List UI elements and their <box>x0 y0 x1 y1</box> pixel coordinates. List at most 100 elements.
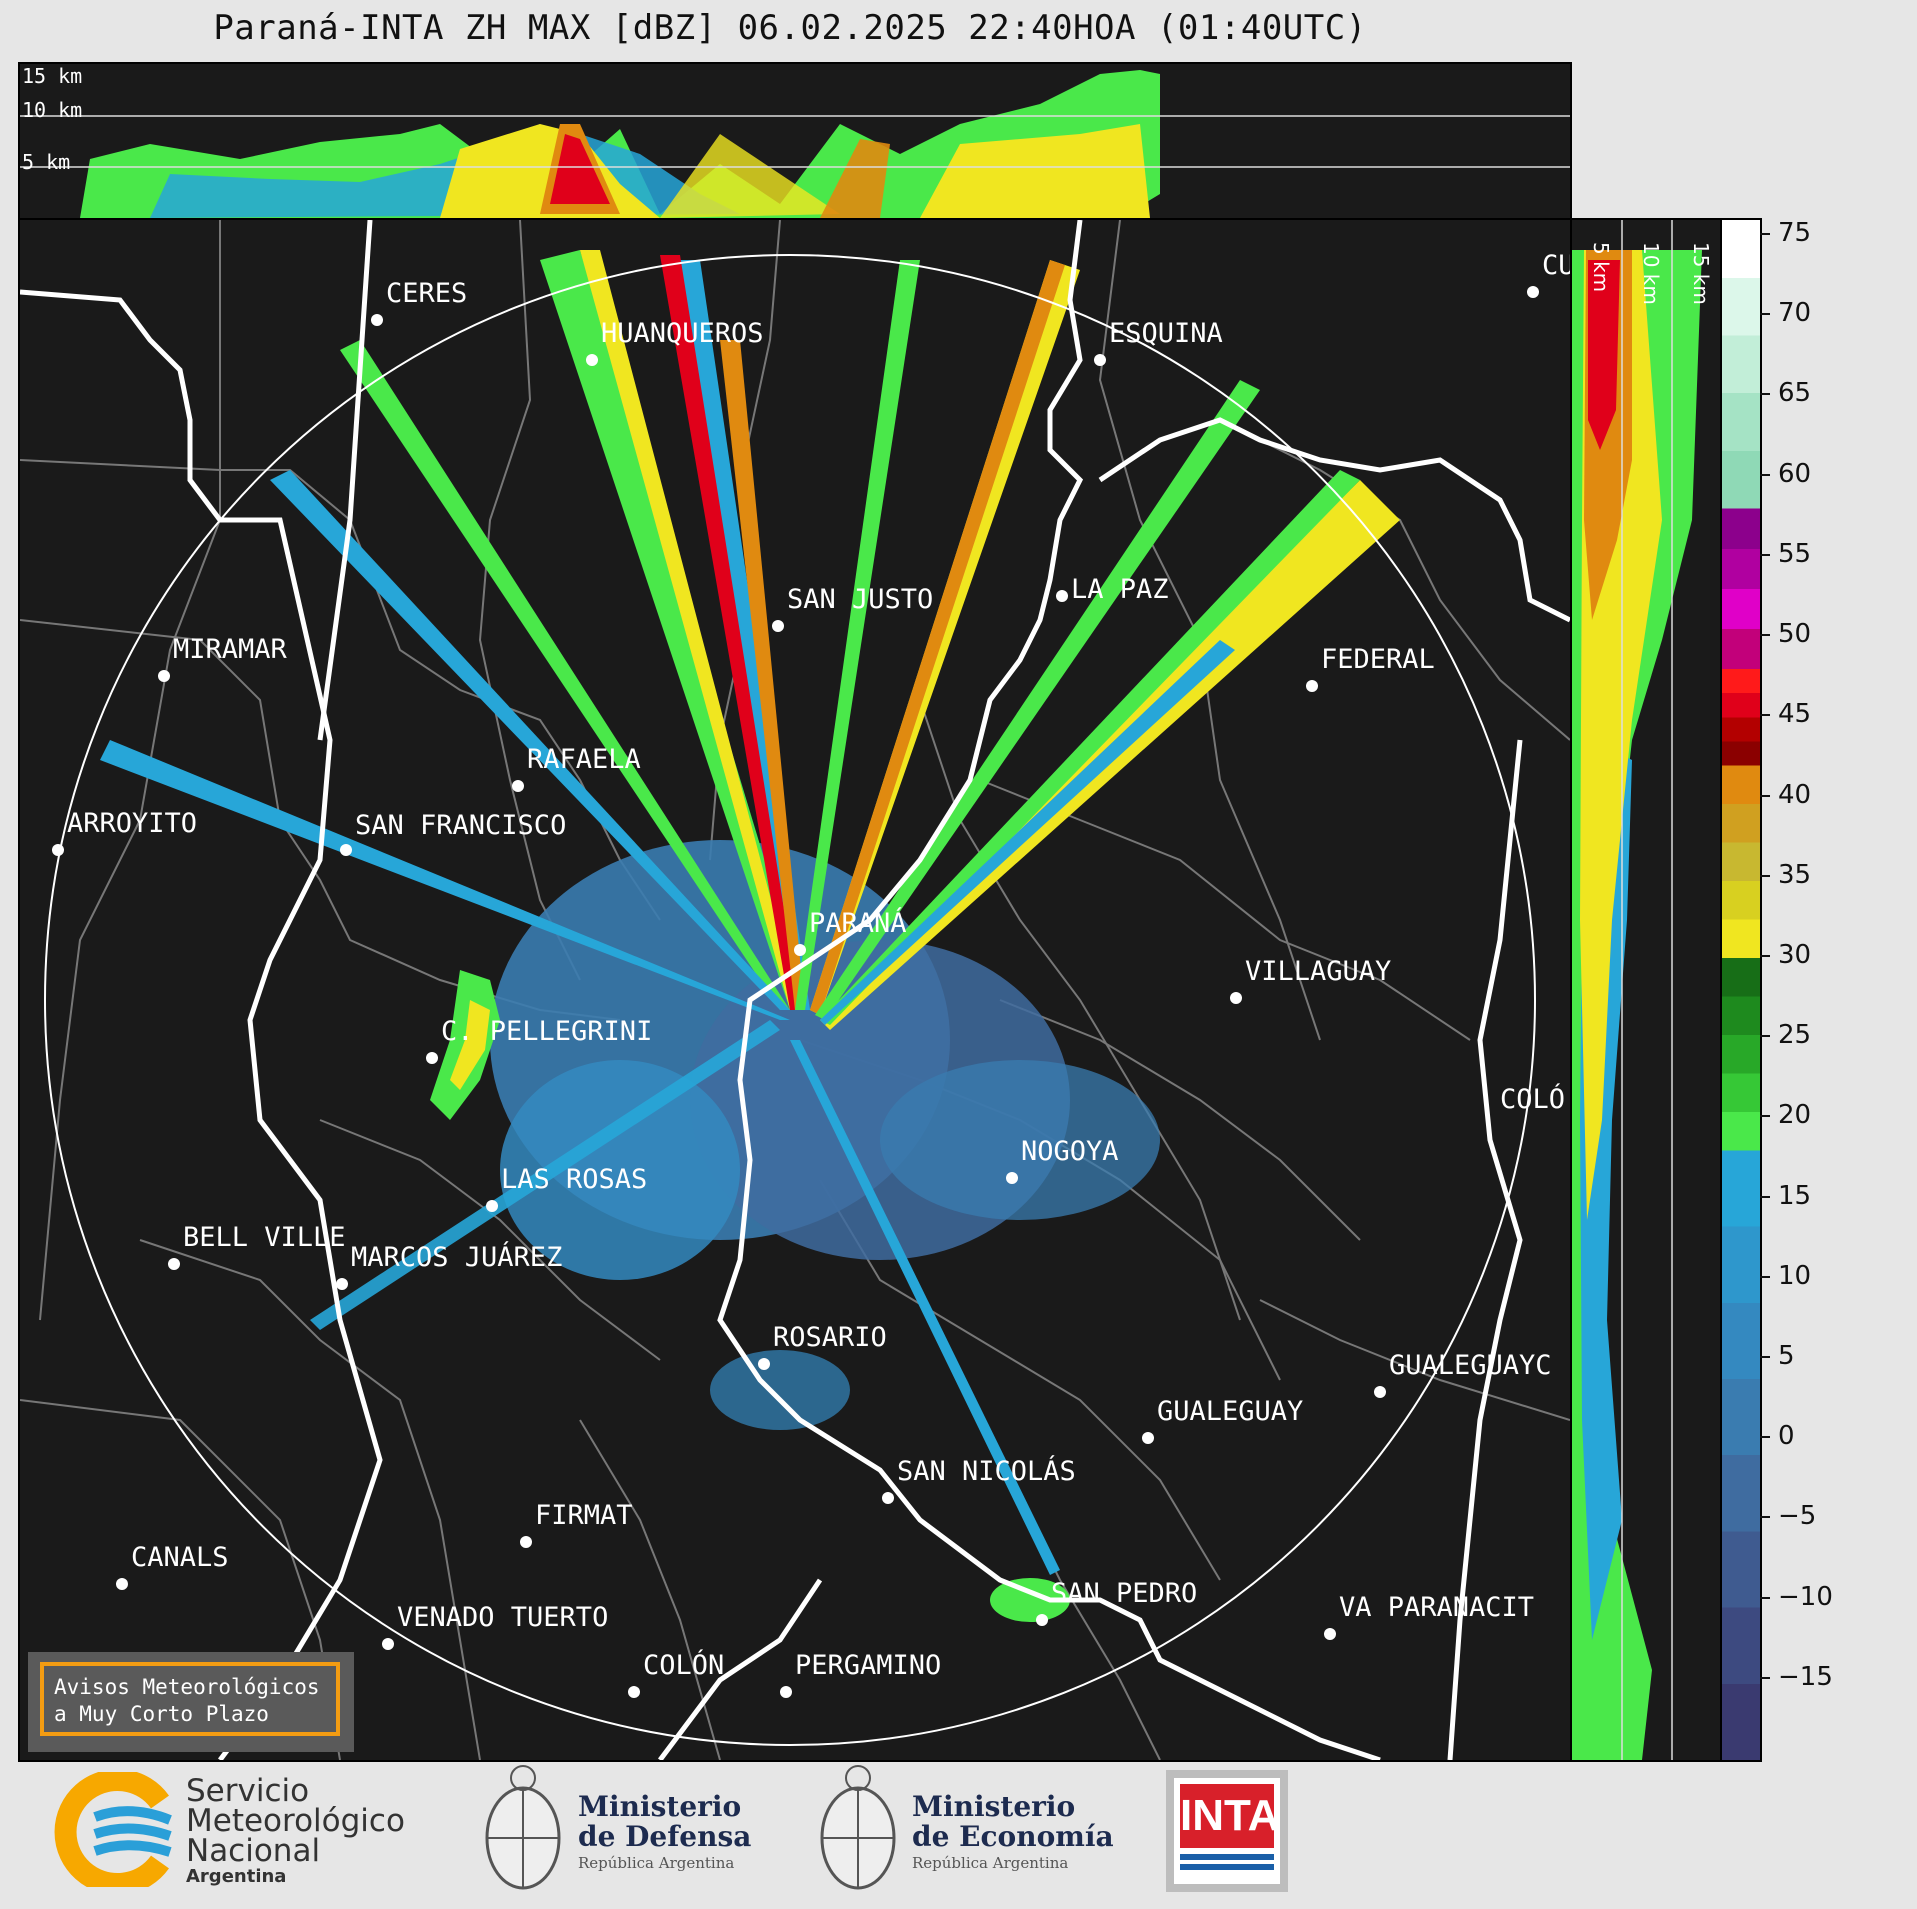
economia-line-1: Ministerio <box>912 1790 1076 1823</box>
smn-line-3: Nacional <box>186 1833 321 1869</box>
city-label-arroyito: ARROYITO <box>67 808 197 839</box>
city-label-la-paz: LA PAZ <box>1071 574 1169 605</box>
spoke-nw-2 <box>270 470 790 1010</box>
city-label-firmat: FIRMAT <box>535 1500 633 1531</box>
smn-logo-text: Servicio Meteorológico Nacional Argentin… <box>186 1776 405 1888</box>
spoke-ne-5 <box>820 640 1235 1025</box>
spoke-se <box>790 1040 1060 1575</box>
inta-logo: INTA <box>1166 1770 1288 1892</box>
colorbar-tick-label: −15 <box>1778 1661 1833 1692</box>
city-label-las-rosas: LAS ROSAS <box>501 1164 647 1195</box>
colorbar-tick-mark <box>1760 1596 1770 1599</box>
avisos-box[interactable]: Avisos Meteorológicos a Muy Corto Plazo <box>28 1652 354 1752</box>
city-label-san-pedro: SAN PEDRO <box>1051 1578 1197 1609</box>
colorbar-tick-mark <box>1760 1436 1770 1439</box>
city-label-marcos-juarez: MARCOS JUÁREZ <box>351 1241 562 1273</box>
colorbar-tick-mark <box>1760 794 1770 797</box>
city-label-gualeguay: GUALEGUAY <box>1157 1396 1303 1427</box>
colorbar-tick-label: 5 <box>1778 1340 1795 1371</box>
top-profile-yellow-2 <box>920 124 1150 218</box>
economia-line-3: República Argentina <box>912 1854 1069 1872</box>
smn-line-1: Servicio <box>186 1773 310 1809</box>
spoke-north-4 <box>795 260 920 1010</box>
defensa-logo-text: Ministerio de Defensa República Argentin… <box>578 1792 751 1874</box>
city-label-pergamino: PERGAMINO <box>795 1650 941 1681</box>
colorbar-tick-label: 0 <box>1778 1421 1795 1452</box>
colorbar-tick-label: −10 <box>1778 1581 1833 1612</box>
echo-san-pedro-green <box>990 1578 1070 1622</box>
colorbar-tick-mark <box>1760 954 1770 957</box>
city-label-colo: COLÓ <box>1500 1083 1565 1115</box>
reflectivity-colorbar <box>1720 218 1762 1762</box>
range-ring <box>44 254 1536 1746</box>
spoke-north-3 <box>580 250 800 1010</box>
colorbar-tick-mark <box>1760 1035 1770 1038</box>
colorbar-tick-label: 35 <box>1778 859 1812 890</box>
colorbar-tick-label: 50 <box>1778 619 1812 650</box>
avisos-line-1: Avisos Meteorológicos <box>54 1675 320 1699</box>
avisos-frame[interactable]: Avisos Meteorológicos a Muy Corto Plazo <box>40 1662 340 1736</box>
spoke-ne-2 <box>815 380 1260 1020</box>
side-alt-label-15: 15 km <box>1689 242 1713 305</box>
colorbar-tick-label: 40 <box>1778 779 1812 810</box>
spoke-north-red <box>660 255 800 1010</box>
city-label-c-pellegrini: C. PELLEGRINI <box>441 1016 652 1047</box>
colorbar-tick-mark <box>1760 1676 1770 1679</box>
colorbar-tick-mark <box>1760 714 1770 717</box>
spoke-sw <box>310 1020 780 1330</box>
colorbar-tick-label: 70 <box>1778 298 1812 329</box>
city-label-federal: FEDERAL <box>1321 644 1435 675</box>
colorbar-tick-label: 75 <box>1778 218 1812 249</box>
spoke-ne-orange <box>810 260 1065 1015</box>
colorbar-tick-label: 10 <box>1778 1260 1812 1291</box>
economia-shield-icon <box>820 1765 896 1890</box>
defensa-line-2: de Defensa <box>578 1820 752 1853</box>
colorbar-tick-label: −5 <box>1778 1501 1817 1532</box>
defensa-line-3: República Argentina <box>578 1854 735 1872</box>
echo-east-blue <box>880 1060 1160 1220</box>
radar-map-panel: CERES HUANQUEROS ESQUINA CU SAN JUSTO LA… <box>18 218 1572 1762</box>
economia-logo-text: Ministerio de Economía República Argenti… <box>912 1792 1114 1874</box>
colorbar-tick-label: 20 <box>1778 1100 1812 1131</box>
city-label-san-nicolas: SAN NICOLÁS <box>897 1455 1076 1487</box>
colorbar-tick-mark <box>1760 313 1770 316</box>
side-alt-label-5: 5 km <box>1589 242 1613 292</box>
city-label-san-justo: SAN JUSTO <box>787 584 933 615</box>
colorbar-tick-mark <box>1760 874 1770 877</box>
colorbar-tick-label: 25 <box>1778 1020 1812 1051</box>
echo-rosario-blue <box>710 1350 850 1430</box>
avisos-line-2: a Muy Corto Plazo <box>54 1702 269 1726</box>
colorbar-tick-mark <box>1760 393 1770 396</box>
colorbar-tick-mark <box>1760 1115 1770 1118</box>
echo-south-blue <box>500 1060 740 1280</box>
defensa-shield-icon <box>485 1765 561 1890</box>
smn-line-2: Meteorológico <box>186 1803 405 1839</box>
colorbar-tick-mark <box>1760 233 1770 236</box>
colorbar-tick-label: 55 <box>1778 538 1812 569</box>
radar-echoes <box>100 250 1400 1622</box>
spoke-ne-4 <box>820 470 1360 1025</box>
city-label-rafaela: RAFAELA <box>527 744 641 775</box>
city-markers: CERES HUANQUEROS ESQUINA CU SAN JUSTO LA… <box>52 250 1570 1698</box>
inta-text: INTA <box>1180 1784 1279 1848</box>
colorbar-tick-mark <box>1760 1195 1770 1198</box>
city-label-miramar: MIRAMAR <box>173 634 288 665</box>
top-profile-orange-2 <box>820 139 890 218</box>
colorbar-tick-mark <box>1760 553 1770 556</box>
city-label-esquina: ESQUINA <box>1109 318 1223 349</box>
top-alt-label-15: 15 km <box>22 64 83 88</box>
echo-pellegrini-yellow <box>450 1000 490 1090</box>
defensa-line-1: Ministerio <box>578 1790 742 1823</box>
city-label-venado-tuerto: VENADO TUERTO <box>397 1602 608 1633</box>
top-alt-label-5: 5 km <box>22 150 71 174</box>
city-label-ceres: CERES <box>386 278 467 309</box>
city-label-huanqueros: HUANQUEROS <box>601 318 764 349</box>
city-label-canals: CANALS <box>131 1542 229 1573</box>
city-label-gualeguayc: GUALEGUAYC <box>1389 1350 1552 1381</box>
spoke-north-orange <box>720 340 805 1010</box>
colorbar-tick-mark <box>1760 473 1770 476</box>
top-profile-red <box>550 134 610 204</box>
colorbar-tick-label: 15 <box>1778 1180 1812 1211</box>
side-cross-section-panel: 5 km 10 km 15 km <box>1570 218 1724 1762</box>
city-label-parana: PARANÁ <box>809 907 907 939</box>
